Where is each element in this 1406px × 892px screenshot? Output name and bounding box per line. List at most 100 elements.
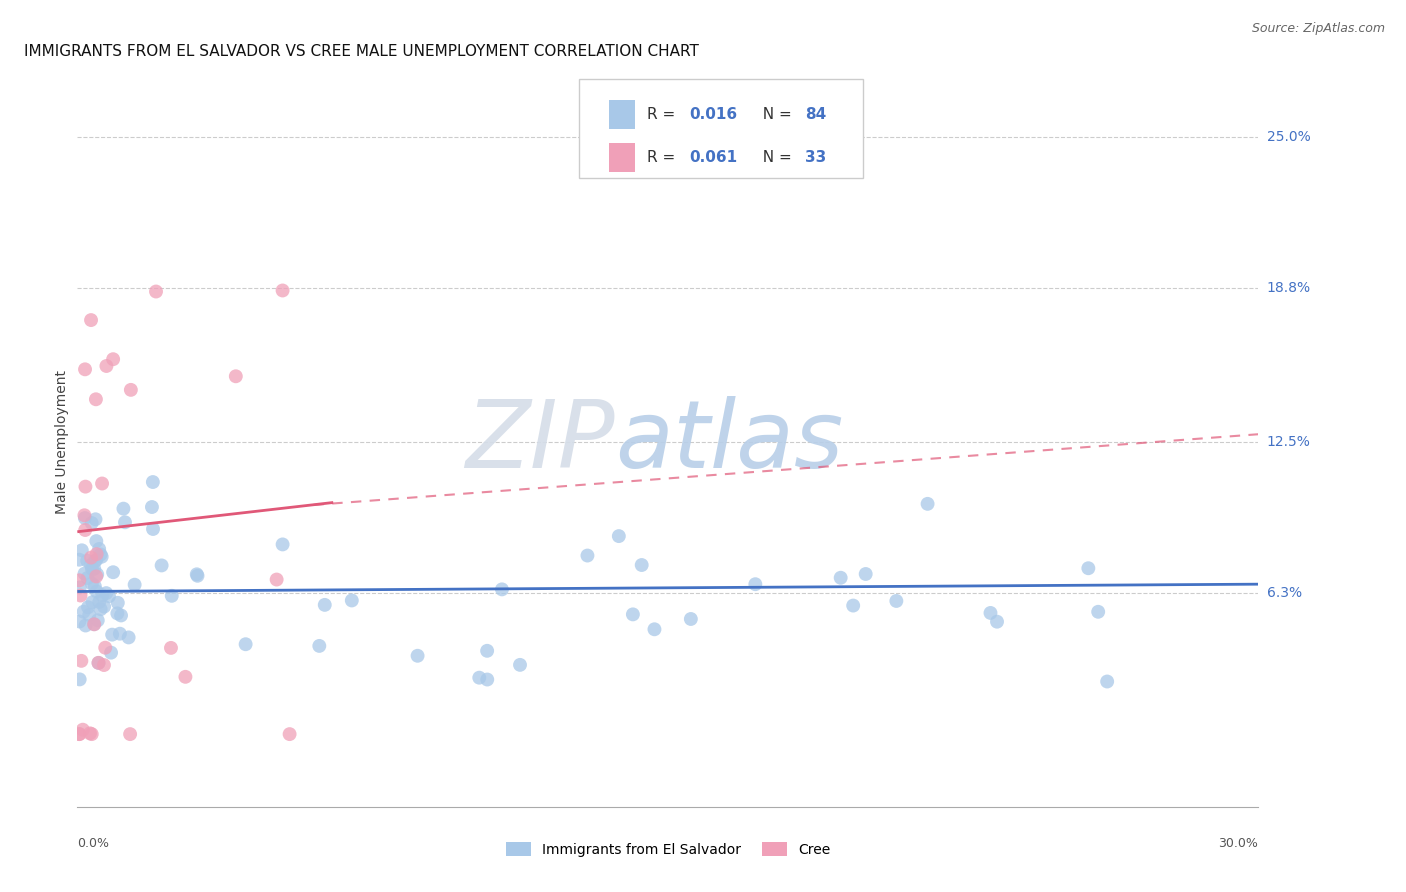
Text: 33: 33 xyxy=(804,150,827,165)
Y-axis label: Male Unemployment: Male Unemployment xyxy=(55,369,69,514)
Point xyxy=(79,726,101,740)
Point xyxy=(67,574,90,588)
Point xyxy=(340,593,363,607)
Point xyxy=(886,594,908,608)
Point xyxy=(96,586,118,600)
Point xyxy=(70,543,93,558)
Point xyxy=(235,637,257,651)
Point xyxy=(80,576,103,591)
Text: R =: R = xyxy=(647,107,679,122)
Point xyxy=(73,566,96,581)
Point xyxy=(84,569,107,583)
Point xyxy=(101,627,124,641)
Point xyxy=(96,359,118,373)
Text: N =: N = xyxy=(752,107,797,122)
Point xyxy=(120,727,142,741)
Point xyxy=(509,657,531,672)
Point xyxy=(73,508,96,523)
Point xyxy=(491,582,513,597)
Point xyxy=(83,579,105,593)
Point xyxy=(69,589,91,603)
Point xyxy=(83,617,105,632)
Point xyxy=(110,608,132,623)
Point xyxy=(186,568,208,582)
Point xyxy=(100,646,122,660)
Point xyxy=(114,516,136,530)
Text: 12.5%: 12.5% xyxy=(1267,434,1310,449)
Point xyxy=(93,599,115,614)
Point xyxy=(101,352,124,367)
Point xyxy=(266,573,288,587)
FancyBboxPatch shape xyxy=(579,79,863,178)
Point xyxy=(308,639,330,653)
Point xyxy=(76,571,98,585)
Point xyxy=(76,554,98,568)
Point xyxy=(830,571,852,585)
Point xyxy=(72,723,94,737)
Point xyxy=(278,727,301,741)
Point xyxy=(83,617,105,632)
Point xyxy=(80,550,103,565)
Point xyxy=(124,577,146,591)
Point xyxy=(142,475,165,489)
Text: ZIP: ZIP xyxy=(465,396,614,487)
Point xyxy=(86,567,108,582)
Point xyxy=(69,581,91,595)
Point xyxy=(80,727,103,741)
Point xyxy=(468,671,491,685)
Point xyxy=(75,480,97,494)
Point xyxy=(67,727,90,741)
Point xyxy=(90,548,112,562)
Point xyxy=(90,602,112,616)
Point xyxy=(75,618,97,632)
Point xyxy=(83,555,105,569)
Point xyxy=(630,558,652,572)
Point xyxy=(94,640,117,655)
Bar xyxy=(609,100,634,129)
Point xyxy=(67,552,90,566)
Point xyxy=(1087,605,1109,619)
Point xyxy=(314,598,336,612)
Point xyxy=(107,596,129,610)
Point xyxy=(117,631,139,645)
Point xyxy=(621,607,644,622)
Point xyxy=(120,383,142,397)
Point xyxy=(69,615,91,629)
Point xyxy=(150,558,173,573)
Point xyxy=(82,595,104,609)
Point xyxy=(1095,674,1118,689)
Point xyxy=(90,549,112,564)
Text: N =: N = xyxy=(752,150,797,165)
Point xyxy=(1077,561,1099,575)
Point xyxy=(643,622,665,636)
Point xyxy=(744,577,766,591)
Point xyxy=(986,615,1008,629)
Point xyxy=(89,595,111,609)
Point xyxy=(87,656,110,670)
Point xyxy=(160,640,183,655)
Point xyxy=(855,566,877,581)
Point xyxy=(80,516,103,530)
Text: 0.016: 0.016 xyxy=(689,107,737,122)
Point xyxy=(142,522,165,536)
Point xyxy=(477,673,499,687)
Text: IMMIGRANTS FROM EL SALVADOR VS CREE MALE UNEMPLOYMENT CORRELATION CHART: IMMIGRANTS FROM EL SALVADOR VS CREE MALE… xyxy=(24,45,699,60)
Text: Source: ZipAtlas.com: Source: ZipAtlas.com xyxy=(1251,22,1385,36)
Point xyxy=(271,284,294,298)
Text: 30.0%: 30.0% xyxy=(1219,837,1258,849)
Point xyxy=(160,589,183,603)
Text: 0.061: 0.061 xyxy=(689,150,737,165)
Point xyxy=(84,392,107,407)
Point xyxy=(101,566,124,580)
Point xyxy=(83,562,105,576)
Point xyxy=(93,658,115,673)
Point xyxy=(80,562,103,576)
Point xyxy=(607,529,630,543)
Point xyxy=(80,558,103,572)
Point xyxy=(86,547,108,561)
Point xyxy=(86,584,108,599)
Point xyxy=(87,613,110,627)
Point xyxy=(108,626,131,640)
Point xyxy=(87,656,110,670)
Text: 18.8%: 18.8% xyxy=(1267,281,1310,295)
